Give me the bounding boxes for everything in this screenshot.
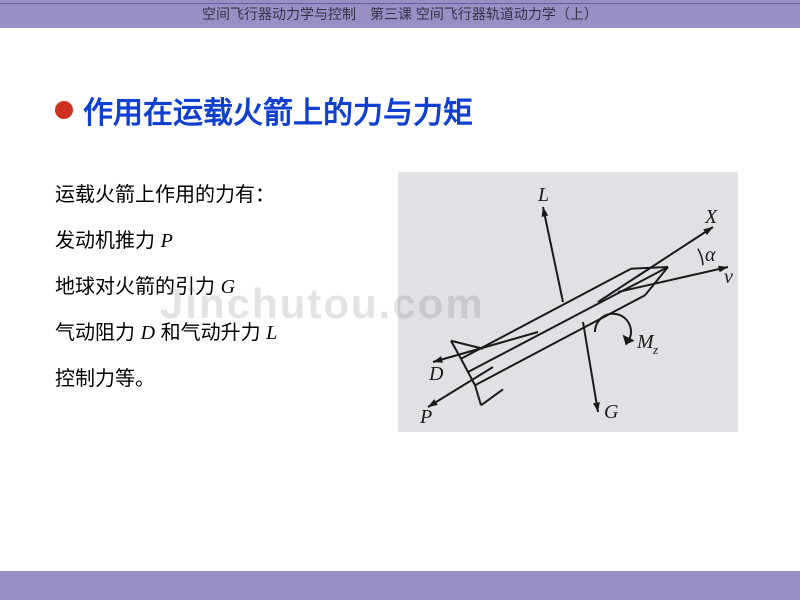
force-diagram-svg: LXvDPGαMz xyxy=(398,172,738,432)
body-line-2: 发动机推力 P xyxy=(55,218,355,264)
slide-content: 作用在运载火箭上的力与力矩 运载火箭上作用的力有： 发动机推力 P 地球对火箭的… xyxy=(0,28,800,452)
title-bullet xyxy=(55,101,73,119)
svg-text:X: X xyxy=(704,206,718,228)
title-row: 作用在运载火箭上的力与力矩 xyxy=(55,88,760,132)
body-line-5: 控制力等。 xyxy=(55,356,355,402)
svg-text:D: D xyxy=(428,363,444,385)
slide-title: 作用在运载火箭上的力与力矩 xyxy=(83,88,473,132)
svg-text:L: L xyxy=(537,184,549,206)
svg-text:P: P xyxy=(419,406,432,428)
body-line-3: 地球对火箭的引力 G xyxy=(55,264,355,310)
diagram-column: LXvDPGαMz xyxy=(375,172,760,432)
slide-header: 空间飞行器动力学与控制 第三课 空间飞行器轨道动力学（上） xyxy=(0,0,800,28)
svg-text:α: α xyxy=(705,244,716,266)
header-accent-line xyxy=(0,3,800,4)
body-line-1: 运载火箭上作用的力有： xyxy=(55,172,355,218)
body-text: 运载火箭上作用的力有： 发动机推力 P 地球对火箭的引力 G 气动阻力 D 和气… xyxy=(55,172,355,432)
svg-text:z: z xyxy=(652,342,658,357)
rocket-force-diagram: LXvDPGαMz xyxy=(398,172,738,432)
header-title: 空间飞行器动力学与控制 第三课 空间飞行器轨道动力学（上） xyxy=(202,4,598,24)
body-area: 运载火箭上作用的力有： 发动机推力 P 地球对火箭的引力 G 气动阻力 D 和气… xyxy=(55,172,760,432)
body-line-4: 气动阻力 D 和气动升力 L xyxy=(55,310,355,356)
svg-text:G: G xyxy=(604,401,619,423)
slide-footer xyxy=(0,574,800,600)
svg-text:v: v xyxy=(724,266,733,288)
